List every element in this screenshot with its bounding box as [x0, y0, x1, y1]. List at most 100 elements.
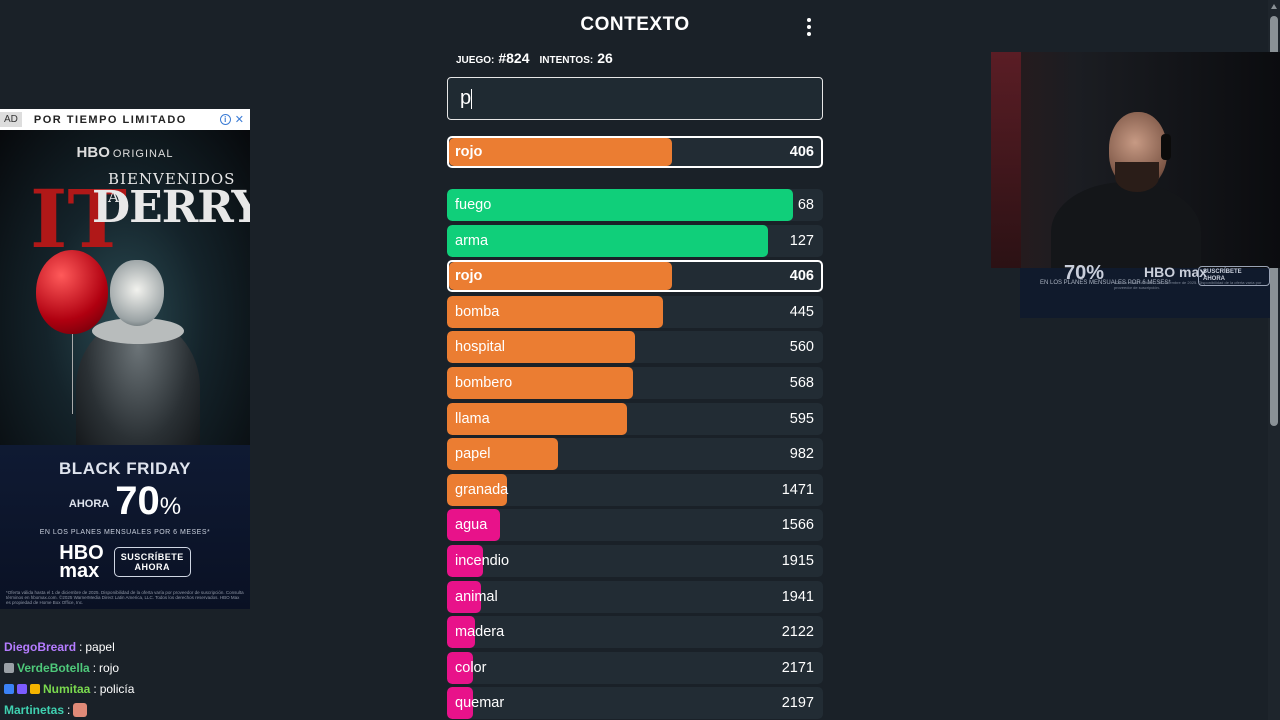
ad-ahora: AHORA — [68, 498, 110, 510]
chat-emote-icon — [73, 702, 88, 717]
guess-bar — [447, 616, 476, 648]
chat-text: papel — [85, 639, 115, 654]
guess-rank: 982 — [789, 446, 814, 462]
guess-row: quemar 2197 — [447, 687, 823, 719]
guess-rank: 1566 — [781, 517, 814, 533]
ad-limited-time: POR TIEMPO LIMITADO — [33, 113, 187, 126]
guess-word: hospital — [455, 339, 505, 355]
stream-chat: DiegoBreard : papel VerdeBotella : rojo Nu… — [4, 636, 254, 720]
guess-word: madera — [455, 624, 505, 640]
guess-word: agua — [455, 517, 488, 533]
guess-word: bomba — [455, 304, 500, 320]
guess-bar — [449, 262, 673, 290]
headset-icon — [1161, 134, 1171, 160]
streamer-body — [1051, 182, 1201, 268]
chat-badge-icon — [30, 683, 40, 694]
ad-remnant-percent: 70% — [1064, 262, 1105, 284]
guess-bar — [447, 189, 793, 221]
last-guess-bar — [449, 138, 673, 166]
guess-row: arma 127 — [447, 225, 823, 257]
guess-rank: 127 — [789, 233, 814, 249]
guess-bar — [447, 545, 483, 577]
attempts-count: 26 — [597, 50, 613, 66]
guess-word: fuego — [455, 197, 492, 213]
chat-username[interactable]: Numitaa — [43, 681, 91, 696]
guess-bar — [447, 296, 664, 328]
ad-remnant-plans: EN LOS PLANES MENSUALES POR 6 MESES* — [1040, 280, 1171, 286]
chat-text: rojo — [99, 660, 120, 675]
last-guess-word: rojo — [455, 144, 483, 160]
guess-row: madera 2122 — [447, 616, 823, 648]
guess-row: color 2171 — [447, 652, 823, 684]
guess-word: bombero — [455, 375, 513, 391]
ad-tag: AD — [0, 112, 22, 127]
guess-row: incendio 1915 — [447, 545, 823, 577]
guess-bar — [447, 509, 500, 541]
hbo-original-label: HBO ORIGINAL — [76, 144, 174, 161]
chat-message: Numitaa : policía — [4, 678, 254, 699]
guess-bar — [447, 581, 481, 613]
last-guess-rank: 406 — [789, 144, 814, 160]
guess-rank: 2171 — [781, 660, 814, 676]
guess-word: quemar — [455, 695, 505, 711]
guess-bar — [447, 331, 635, 363]
guess-bar — [447, 225, 769, 257]
guess-word: incendio — [455, 553, 510, 569]
ad-remnant: 70% HBO max SUSCRÍBETE AHORA EN LOS PLAN… — [1020, 262, 1270, 318]
ad-fine-print: *Oferta válida hasta el 1 de diciembre d… — [6, 590, 244, 605]
scroll-up-icon[interactable] — [1271, 4, 1277, 9]
subscribe-button[interactable]: SUSCRÍBETE AHORA — [113, 547, 191, 577]
guess-rank: 595 — [789, 411, 814, 427]
chat-message: Martinetas : — [4, 699, 254, 720]
kebab-menu-icon[interactable] — [801, 16, 817, 38]
guess-word: papel — [455, 446, 491, 462]
game-label: JUEGO: — [456, 55, 495, 66]
guess-rank: 568 — [789, 375, 814, 391]
guess-row: papel 982 — [447, 438, 823, 470]
page-title: CONTEXTO — [580, 14, 690, 35]
guess-bar — [447, 403, 628, 435]
ad-remnant-brand: HBO max — [1144, 264, 1208, 280]
guess-rank: 1471 — [781, 482, 814, 498]
ad-discount: 70% — [115, 479, 182, 523]
chat-message: VerdeBotella : rojo — [4, 657, 254, 678]
text-caret — [471, 89, 472, 109]
clown-head — [110, 260, 164, 326]
attempts-label: INTENTOS: — [539, 55, 594, 66]
guess-row: fuego 68 — [447, 189, 823, 221]
guess-row: granada 1471 — [447, 474, 823, 506]
guess-bar — [447, 438, 558, 470]
ad-remnant-subscribe: SUSCRÍBETE AHORA — [1198, 266, 1270, 286]
guess-rank: 445 — [789, 304, 814, 320]
black-friday-heading: BLACK FRIDAY — [59, 459, 191, 478]
ad-banner[interactable]: AD POR TIEMPO LIMITADO i ✕ HBO ORIGINAL I… — [0, 109, 250, 609]
guess-input[interactable] — [447, 77, 823, 120]
guess-rank: 2197 — [781, 695, 814, 711]
guess-row: bomba 445 — [447, 296, 823, 328]
guess-rank: 2122 — [781, 624, 814, 640]
ad-info-icon[interactable]: i — [219, 114, 231, 125]
chat-username[interactable]: Martinetas — [4, 702, 65, 717]
guess-rank: 1941 — [781, 589, 814, 605]
guess-word: granada — [455, 482, 509, 498]
webcam-overlay — [991, 52, 1280, 268]
game-stats: JUEGO: #824 INTENTOS: 26 — [456, 50, 623, 66]
ad-promo[interactable]: BLACK FRIDAY AHORA 70% EN LOS PLANES MEN… — [0, 445, 250, 609]
guess-row: llama 595 — [447, 403, 823, 435]
chat-username[interactable]: DiegoBreard — [4, 639, 77, 654]
guess-bar — [447, 687, 473, 719]
red-balloon — [36, 250, 108, 334]
ad-topbar: AD POR TIEMPO LIMITADO i ✕ — [0, 109, 250, 130]
guess-word: arma — [455, 233, 489, 249]
ad-close-icon[interactable]: ✕ — [234, 114, 244, 126]
ad-plans-text: EN LOS PLANES MENSUALES POR 6 MESES* — [39, 529, 211, 536]
game-number: #824 — [498, 50, 530, 66]
guess-rank: 1915 — [781, 553, 814, 569]
chat-badge-icon — [17, 683, 27, 694]
guess-word: rojo — [455, 268, 483, 284]
ad-poster[interactable]: HBO ORIGINAL IT BIENVENIDOS A DERRY — [0, 130, 250, 445]
guess-word: llama — [455, 411, 490, 427]
last-guess-row: rojo 406 — [447, 136, 823, 168]
guess-row: animal 1941 — [447, 581, 823, 613]
chat-username[interactable]: VerdeBotella — [17, 660, 90, 675]
